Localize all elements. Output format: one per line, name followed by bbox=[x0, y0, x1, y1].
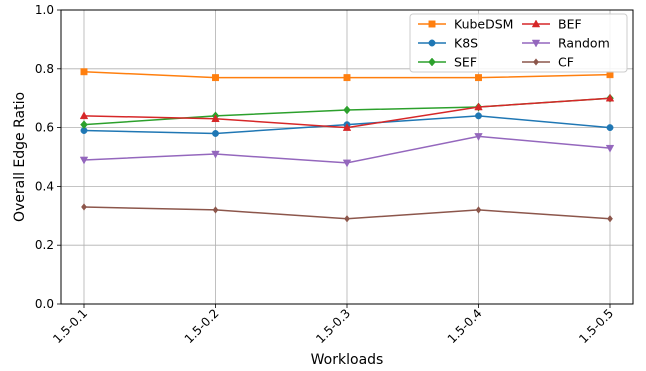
legend-label: SEF bbox=[454, 55, 477, 70]
x-axis-title: Workloads bbox=[311, 352, 384, 368]
data-point-cf bbox=[475, 206, 482, 214]
data-point-cf bbox=[344, 215, 350, 223]
y-axis: 0.0 0.2 0.4 0.6 0.8 1.0 bbox=[35, 3, 61, 311]
data-point-k8s bbox=[606, 124, 614, 132]
data-point-kubedsm bbox=[343, 74, 351, 82]
data-point-bef bbox=[474, 102, 483, 111]
data-point-cf bbox=[81, 203, 87, 211]
data-point-random bbox=[605, 144, 615, 153]
legend-marker bbox=[428, 57, 436, 67]
series-kubedsm bbox=[80, 68, 614, 82]
y-axis-title: Overall Edge Ratio bbox=[12, 92, 28, 222]
data-point-k8s bbox=[475, 112, 482, 120]
legend-marker bbox=[533, 58, 539, 66]
series-random bbox=[79, 133, 615, 168]
series-bef bbox=[79, 93, 615, 131]
legend-entry-random: Random bbox=[522, 36, 610, 51]
legend-entry-sef: SEF bbox=[418, 55, 477, 70]
legend-label: KubeDSM bbox=[454, 17, 513, 32]
legend-label: CF bbox=[558, 55, 574, 70]
data-point-kubedsm bbox=[212, 74, 219, 82]
y-tick-label: 1.0 bbox=[35, 3, 54, 17]
y-tick-label: 0.4 bbox=[35, 179, 54, 193]
legend-marker bbox=[531, 39, 541, 48]
data-point-sef bbox=[80, 120, 88, 130]
legend: KubeDSM K8S SEF BEF Random CF bbox=[409, 13, 628, 73]
data-point-bef bbox=[342, 123, 352, 131]
x-axis: 1.5-0.1 1.5-0.2 1.5-0.3 1.5-0.4 1.5-0.5 bbox=[50, 304, 616, 346]
legend-entry-bef: BEF bbox=[522, 17, 582, 32]
x-tick-label: 1.5-0.2 bbox=[182, 306, 222, 346]
data-point-random bbox=[79, 156, 89, 165]
data-point-random bbox=[474, 133, 483, 141]
legend-entry-k8s: K8S bbox=[418, 36, 478, 51]
legend-marker bbox=[428, 39, 436, 47]
x-tick-label: 1.5-0.1 bbox=[50, 306, 90, 346]
y-tick-label: 0.0 bbox=[35, 297, 54, 311]
legend-label: BEF bbox=[558, 17, 582, 32]
x-tick-label: 1.5-0.5 bbox=[576, 306, 616, 346]
data-point-bef bbox=[605, 93, 615, 102]
data-point-k8s bbox=[212, 130, 219, 137]
data-point-bef bbox=[79, 111, 89, 120]
x-tick-label: 1.5-0.4 bbox=[445, 306, 485, 346]
legend-label: Random bbox=[558, 36, 610, 51]
data-point-random bbox=[211, 150, 220, 159]
legend-marker bbox=[428, 20, 436, 28]
data-point-kubedsm bbox=[80, 68, 88, 76]
y-tick-label: 0.6 bbox=[35, 121, 54, 135]
legend-entry-kubedsm: KubeDSM bbox=[418, 17, 513, 32]
data-point-cf bbox=[212, 206, 219, 214]
y-tick-label: 0.2 bbox=[35, 238, 54, 252]
series-layer bbox=[79, 68, 615, 223]
data-point-bef bbox=[211, 114, 220, 123]
legend-box bbox=[409, 13, 628, 73]
y-tick-label: 0.8 bbox=[35, 62, 54, 76]
legend-label: K8S bbox=[454, 36, 478, 51]
series-cf bbox=[81, 203, 613, 223]
legend-marker bbox=[531, 19, 541, 28]
data-point-cf bbox=[607, 215, 613, 223]
data-point-random bbox=[342, 159, 352, 168]
data-point-sef bbox=[343, 105, 351, 115]
x-tick-label: 1.5-0.3 bbox=[313, 306, 353, 346]
data-point-kubedsm bbox=[475, 74, 482, 82]
legend-entry-cf: CF bbox=[522, 55, 574, 70]
